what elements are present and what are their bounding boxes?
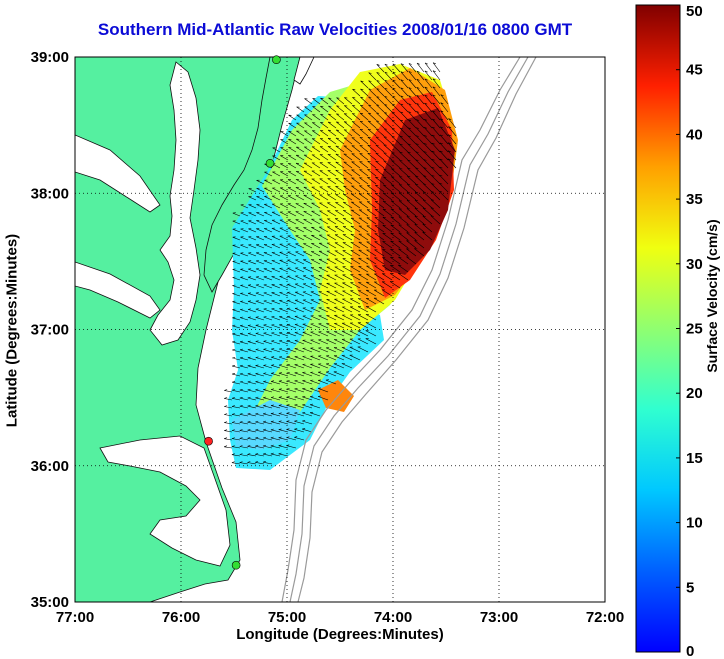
colorbar-tick-label: 20 <box>686 385 703 402</box>
lon-tick-label: 75:00 <box>268 609 306 626</box>
lon-tick-label: 72:00 <box>586 609 624 626</box>
plot-frame <box>74 56 606 603</box>
lat-tick-labels: 39:00 38:00 37:00 36:00 35:00 <box>31 49 69 611</box>
vector-arrow-set <box>223 62 457 465</box>
lon-tick-label: 77:00 <box>56 609 94 626</box>
chart-title: Southern Mid-Atlantic Raw Velocities 200… <box>97 20 573 39</box>
bathymetry-contours <box>281 57 537 602</box>
lon-tick-labels: 77:00 76:00 75:00 74:00 73:00 72:00 <box>56 609 624 626</box>
colorbar-tick-label: 15 <box>686 450 703 467</box>
colorbar-tick-label: 5 <box>686 579 694 596</box>
chesapeake-bay <box>75 61 201 346</box>
delaware-bay <box>293 57 315 85</box>
lat-tick-label: 35:00 <box>31 594 69 611</box>
y-axis-label: Latitude (Degrees:Minutes) <box>3 233 21 428</box>
colorbar-tick-label: 45 <box>686 62 703 79</box>
lat-tick-label: 38:00 <box>31 185 69 202</box>
lat-lon-grid <box>75 57 605 602</box>
colorbar-tick-label: 30 <box>686 256 703 273</box>
colorbar-tick-label: 50 <box>686 3 703 20</box>
colorbar-tick-label: 35 <box>686 191 703 208</box>
radar-site-marker <box>265 158 275 168</box>
x-axis-label: Longitude (Degrees:Minutes) <box>236 626 444 643</box>
colorbar-ticks: 0 5 10 15 20 25 30 35 40 45 50 <box>676 3 703 659</box>
colorbar-label: Surface Velocity (cm/s) <box>704 219 720 373</box>
lon-tick-label: 74:00 <box>374 609 412 626</box>
radar-site-marker <box>231 560 241 570</box>
lat-tick-label: 39:00 <box>31 49 69 66</box>
radar-site-marker <box>272 55 281 65</box>
lat-tick-label: 37:00 <box>31 322 69 339</box>
lat-tick-label: 36:00 <box>31 458 69 475</box>
lon-tick-label: 76:00 <box>162 609 200 626</box>
colorbar-tick-label: 10 <box>686 515 703 532</box>
lon-tick-label: 73:00 <box>480 609 518 626</box>
colorbar-tick-label: 40 <box>686 126 703 143</box>
colorbar-tick-label: 25 <box>686 321 703 338</box>
radar-site-marker <box>204 436 213 446</box>
velocity-vectors <box>223 62 457 465</box>
colorbar-tick-label: 0 <box>686 643 694 659</box>
radar-sites <box>204 55 281 570</box>
colorbar <box>635 4 681 653</box>
albemarle-pamlico-sounds <box>99 435 231 567</box>
